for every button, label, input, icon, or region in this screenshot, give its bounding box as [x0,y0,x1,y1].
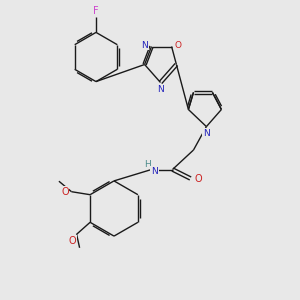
Text: N: N [151,167,158,176]
Text: N: N [203,129,210,138]
Text: O: O [61,187,69,197]
Text: H: H [145,160,151,169]
Text: N: N [157,85,164,94]
Text: O: O [175,40,182,50]
Text: N: N [142,40,148,50]
Text: O: O [68,236,76,246]
Text: O: O [194,173,202,184]
Text: F: F [93,6,99,16]
